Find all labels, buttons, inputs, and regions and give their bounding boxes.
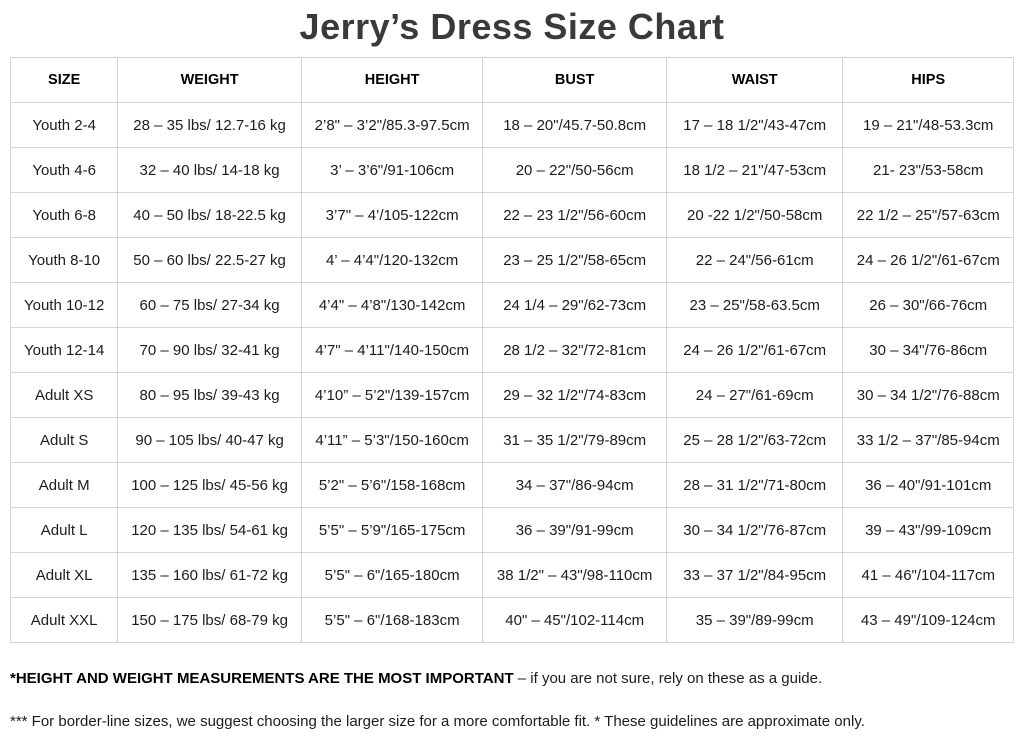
column-header-hips: HIPS — [842, 57, 1014, 103]
table-row: Adult XL 135 – 160 lbs/ 61-72 kg 5’5" – 6"… — [9, 552, 1014, 598]
table-cell-height: 4’ – 4’4"/120-132cm — [300, 237, 484, 283]
column-header-size: SIZE — [9, 57, 119, 103]
column-header-waist: WAIST — [665, 57, 844, 103]
table-cell-weight: 32 – 40 lbs/ 14-18 kg — [117, 147, 302, 193]
table-cell-weight: 70 – 90 lbs/ 32-41 kg — [117, 327, 302, 373]
table-cell-height: 4’10” – 5’2"/139-157cm — [300, 372, 484, 418]
table-row: Adult S 90 – 105 lbs/ 40-47 kg 4’11” – 5’3… — [9, 417, 1014, 463]
table-cell-waist: 20 -22 1/2"/50-58cm — [665, 192, 844, 238]
table-cell-height: 4’7" – 4’11"/140-150cm — [300, 327, 484, 373]
table-cell-hips: 33 1/2 – 37"/85-94cm — [842, 417, 1014, 463]
table-cell-waist: 33 – 37 1/2"/84-95cm — [665, 552, 844, 598]
table-row: Youth 12-14 70 – 90 lbs/ 32-41 kg 4’7" – 4… — [9, 327, 1014, 373]
table-row: Youth 2-4 28 – 35 lbs/ 12.7-16 kg 2’8" – 3… — [9, 102, 1014, 148]
table-header-row: SIZE WEIGHT HEIGHT BUST WAIST HIPS — [9, 57, 1014, 103]
table-cell-height: 4’4" – 4’8"/130-142cm — [300, 282, 484, 328]
table-cell-waist: 17 – 18 1/2"/43-47cm — [665, 102, 844, 148]
table-cell-bust: 31 – 35 1/2"/79-89cm — [482, 417, 667, 463]
table-cell-weight: 28 – 35 lbs/ 12.7-16 kg — [117, 102, 302, 148]
size-chart-table: SIZE WEIGHT HEIGHT BUST WAIST HIPS Youth… — [9, 57, 1014, 643]
table-row: Youth 6-8 40 – 50 lbs/ 18-22.5 kg 3’7" – 4… — [9, 192, 1014, 238]
table-cell-bust: 34 – 37"/86-94cm — [482, 462, 667, 508]
table-cell-weight: 60 – 75 lbs/ 27-34 kg — [117, 282, 302, 328]
table-cell-size: Youth 10-12 — [9, 282, 119, 328]
table-cell-waist: 28 – 31 1/2"/71-80cm — [665, 462, 844, 508]
table-cell-height: 5’5" – 5’9"/165-175cm — [300, 507, 484, 553]
table-cell-waist: 18 1/2 – 21"/47-53cm — [665, 147, 844, 193]
table-cell-bust: 36 – 39"/91-99cm — [482, 507, 667, 553]
table-cell-hips: 19 – 21"/48-53.3cm — [842, 102, 1014, 148]
table-cell-hips: 41 – 46"/104-117cm — [842, 552, 1014, 598]
table-cell-height: 5’2" – 5’6"/158-168cm — [300, 462, 484, 508]
table-row: Youth 8-10 50 – 60 lbs/ 22.5-27 kg 4’ – 4’… — [9, 237, 1014, 283]
table-cell-size: Adult XXL — [9, 597, 119, 643]
table-cell-weight: 90 – 105 lbs/ 40-47 kg — [117, 417, 302, 463]
table-cell-waist: 30 – 34 1/2"/76-87cm — [665, 507, 844, 553]
table-cell-bust: 18 – 20"/45.7-50.8cm — [482, 102, 667, 148]
table-cell-height: 4’11” – 5’3"/150-160cm — [300, 417, 484, 463]
table-cell-hips: 30 – 34"/76-86cm — [842, 327, 1014, 373]
table-row: Adult XXL 150 – 175 lbs/ 68-79 kg 5’5" – 6… — [9, 597, 1014, 643]
table-cell-size: Adult M — [9, 462, 119, 508]
table-cell-size: Adult XL — [9, 552, 119, 598]
table-cell-bust: 24 1/4 – 29"/62-73cm — [482, 282, 667, 328]
table-cell-height: 2’8" – 3’2"/85.3-97.5cm — [300, 102, 484, 148]
table-cell-size: Youth 6-8 — [9, 192, 119, 238]
table-cell-weight: 50 – 60 lbs/ 22.5-27 kg — [117, 237, 302, 283]
table-row: Adult XS 80 – 95 lbs/ 39-43 kg 4’10” – 5’2… — [9, 372, 1014, 418]
table-cell-height: 5’5" – 6"/168-183cm — [300, 597, 484, 643]
table-cell-weight: 135 – 160 lbs/ 61-72 kg — [117, 552, 302, 598]
table-cell-waist: 35 – 39"/89-99cm — [665, 597, 844, 643]
footnote-measurements-bold: *HEIGHT AND WEIGHT MEASUREMENTS ARE THE … — [10, 670, 514, 687]
table-cell-size: Adult XS — [9, 372, 119, 418]
table-cell-hips: 36 – 40"/91-101cm — [842, 462, 1014, 508]
table-cell-hips: 39 – 43"/99-109cm — [842, 507, 1014, 553]
table-body: Youth 2-4 28 – 35 lbs/ 12.7-16 kg 2’8" – 3… — [9, 102, 1014, 643]
table-cell-size: Youth 8-10 — [9, 237, 119, 283]
table-cell-bust: 20 – 22"/50-56cm — [482, 147, 667, 193]
footnote-measurements-rest: – if you are not sure, rely on these as … — [513, 670, 823, 687]
footnote-borderline: *** For border-line sizes, we suggest ch… — [10, 713, 865, 730]
table-row: Adult M 100 – 125 lbs/ 45-56 kg 5’2" – 5’6… — [9, 462, 1014, 508]
table-cell-waist: 25 – 28 1/2"/63-72cm — [665, 417, 844, 463]
page-title: Jerry’s Dress Size Chart — [299, 6, 725, 47]
table-cell-waist: 24 – 27"/61-69cm — [665, 372, 844, 418]
table-cell-weight: 80 – 95 lbs/ 39-43 kg — [117, 372, 302, 418]
table-cell-bust: 29 – 32 1/2"/74-83cm — [482, 372, 667, 418]
table-cell-hips: 24 – 26 1/2"/61-67cm — [842, 237, 1014, 283]
table-cell-height: 5’5" – 6"/165-180cm — [300, 552, 484, 598]
table-cell-hips: 26 – 30"/66-76cm — [842, 282, 1014, 328]
table-cell-size: Adult L — [9, 507, 119, 553]
table-cell-hips: 43 – 49"/109-124cm — [842, 597, 1014, 643]
table-cell-bust: 40" – 45"/102-114cm — [482, 597, 667, 643]
column-header-weight: WEIGHT — [117, 57, 302, 103]
table-cell-size: Adult S — [9, 417, 119, 463]
table-row: Youth 4-6 32 – 40 lbs/ 14-18 kg 3’ – 3’6"/… — [9, 147, 1014, 193]
table-cell-size: Youth 12-14 — [9, 327, 119, 373]
table-cell-size: Youth 2-4 — [9, 102, 119, 148]
table-cell-height: 3’7" – 4’/105-122cm — [300, 192, 484, 238]
table-row: Youth 10-12 60 – 75 lbs/ 27-34 kg 4’4" – 4… — [9, 282, 1014, 328]
footnote-measurements: *HEIGHT AND WEIGHT MEASUREMENTS ARE THE … — [10, 670, 1014, 687]
table-cell-hips: 30 – 34 1/2"/76-88cm — [842, 372, 1014, 418]
table-cell-height: 3’ – 3’6"/91-106cm — [300, 147, 484, 193]
table-cell-waist: 22 – 24"/56-61cm — [665, 237, 844, 283]
table-cell-weight: 150 – 175 lbs/ 68-79 kg — [117, 597, 302, 643]
column-header-bust: BUST — [482, 57, 667, 103]
table-cell-waist: 23 – 25"/58-63.5cm — [665, 282, 844, 328]
table-cell-size: Youth 4-6 — [9, 147, 119, 193]
table-cell-bust: 23 – 25 1/2"/58-65cm — [482, 237, 667, 283]
table-cell-bust: 28 1/2 – 32"/72-81cm — [482, 327, 667, 373]
table-cell-weight: 40 – 50 lbs/ 18-22.5 kg — [117, 192, 302, 238]
column-header-height: HEIGHT — [300, 57, 484, 103]
table-cell-weight: 100 – 125 lbs/ 45-56 kg — [117, 462, 302, 508]
table-cell-hips: 21- 23"/53-58cm — [842, 147, 1014, 193]
table-cell-bust: 22 – 23 1/2"/56-60cm — [482, 192, 667, 238]
table-cell-weight: 120 – 135 lbs/ 54-61 kg — [117, 507, 302, 553]
table-cell-hips: 22 1/2 – 25"/57-63cm — [842, 192, 1014, 238]
table-cell-waist: 24 – 26 1/2"/61-67cm — [665, 327, 844, 373]
table-row: Adult L 120 – 135 lbs/ 54-61 kg 5’5" – 5’9… — [9, 507, 1014, 553]
table-cell-bust: 38 1/2" – 43"/98-110cm — [482, 552, 667, 598]
